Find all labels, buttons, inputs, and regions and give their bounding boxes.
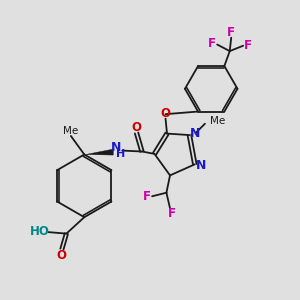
Text: O: O [131, 121, 141, 134]
Text: O: O [56, 249, 66, 262]
Text: F: F [208, 38, 216, 50]
Text: N: N [111, 141, 122, 154]
Text: N: N [190, 127, 200, 140]
Text: N: N [196, 159, 206, 172]
Text: H: H [116, 149, 125, 160]
Text: F: F [167, 207, 175, 220]
Text: Me: Me [63, 126, 78, 136]
Text: F: F [227, 26, 235, 39]
Text: F: F [143, 190, 151, 203]
Text: Me: Me [210, 116, 226, 126]
Polygon shape [86, 149, 113, 155]
Text: HO: HO [30, 225, 50, 238]
Text: O: O [160, 107, 170, 120]
Text: F: F [244, 39, 252, 52]
